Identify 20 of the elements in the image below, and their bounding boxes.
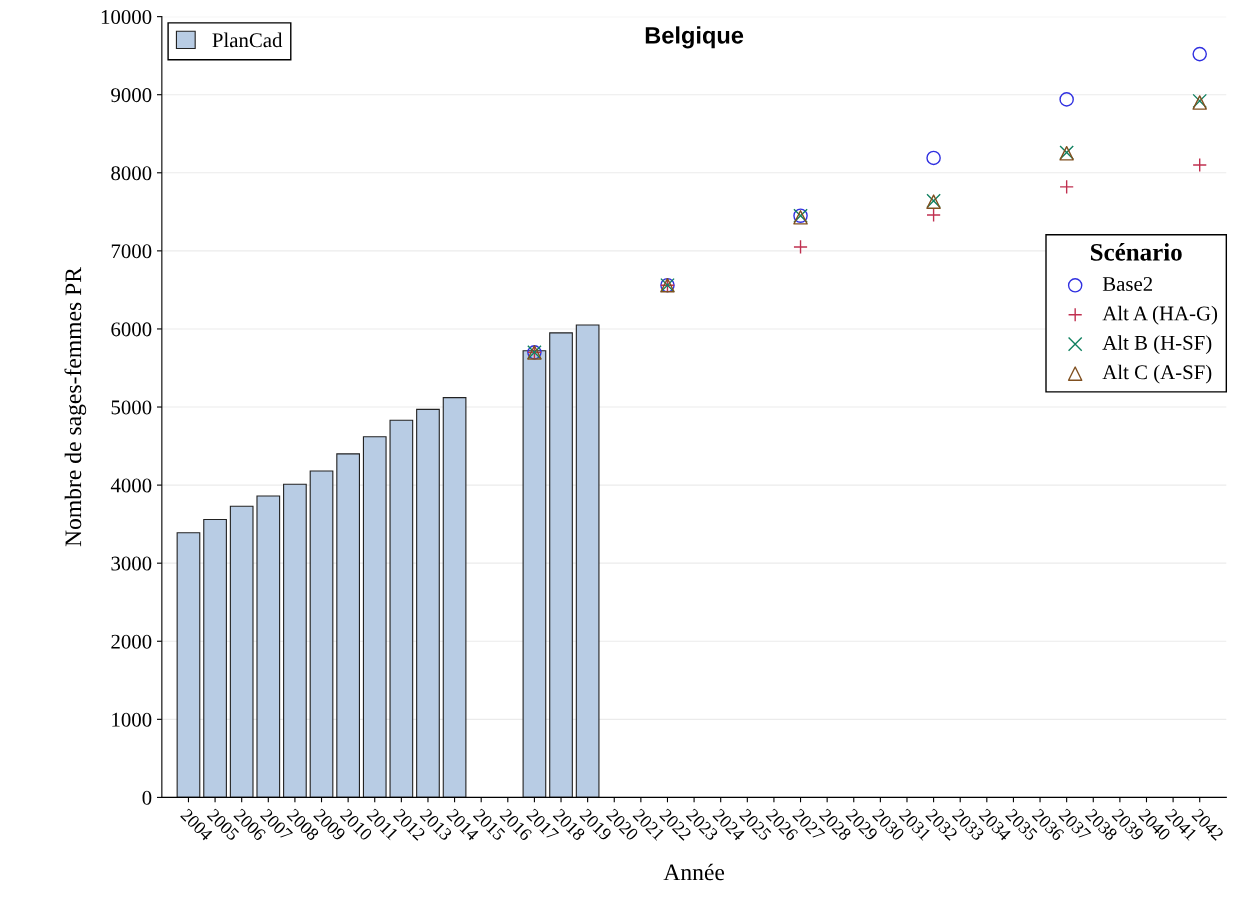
y-tick-label: 3000 — [111, 556, 152, 571]
chart-title: Belgique — [645, 26, 744, 49]
y-tick-label: 5000 — [111, 400, 152, 415]
legend-label: Alt A (HA-G) — [1102, 305, 1218, 325]
y-tick-label: 6000 — [111, 322, 152, 337]
legend-title: Scénario — [1090, 243, 1182, 261]
legend-label: Alt C (A-SF) — [1102, 364, 1212, 384]
y-tick-label: 1000 — [112, 712, 152, 727]
y-tick-label: 7000 — [111, 244, 152, 259]
y-tick-label: 0 — [142, 790, 152, 805]
legend-label: Base2 — [1102, 277, 1153, 291]
y-tick-label: 10000 — [101, 10, 152, 25]
y-tick-label: 9000 — [111, 88, 152, 103]
y-axis-title: Nombre de sages-femmes PR — [64, 267, 87, 547]
x-axis-title: Année — [663, 863, 725, 881]
y-tick-label: 4000 — [110, 478, 152, 493]
legend-label: Alt B (H-SF) — [1102, 335, 1212, 355]
y-tick-label: 8000 — [111, 166, 152, 181]
y-tick-label: 2000 — [111, 634, 152, 649]
legend-label: PlanCad — [212, 32, 283, 48]
